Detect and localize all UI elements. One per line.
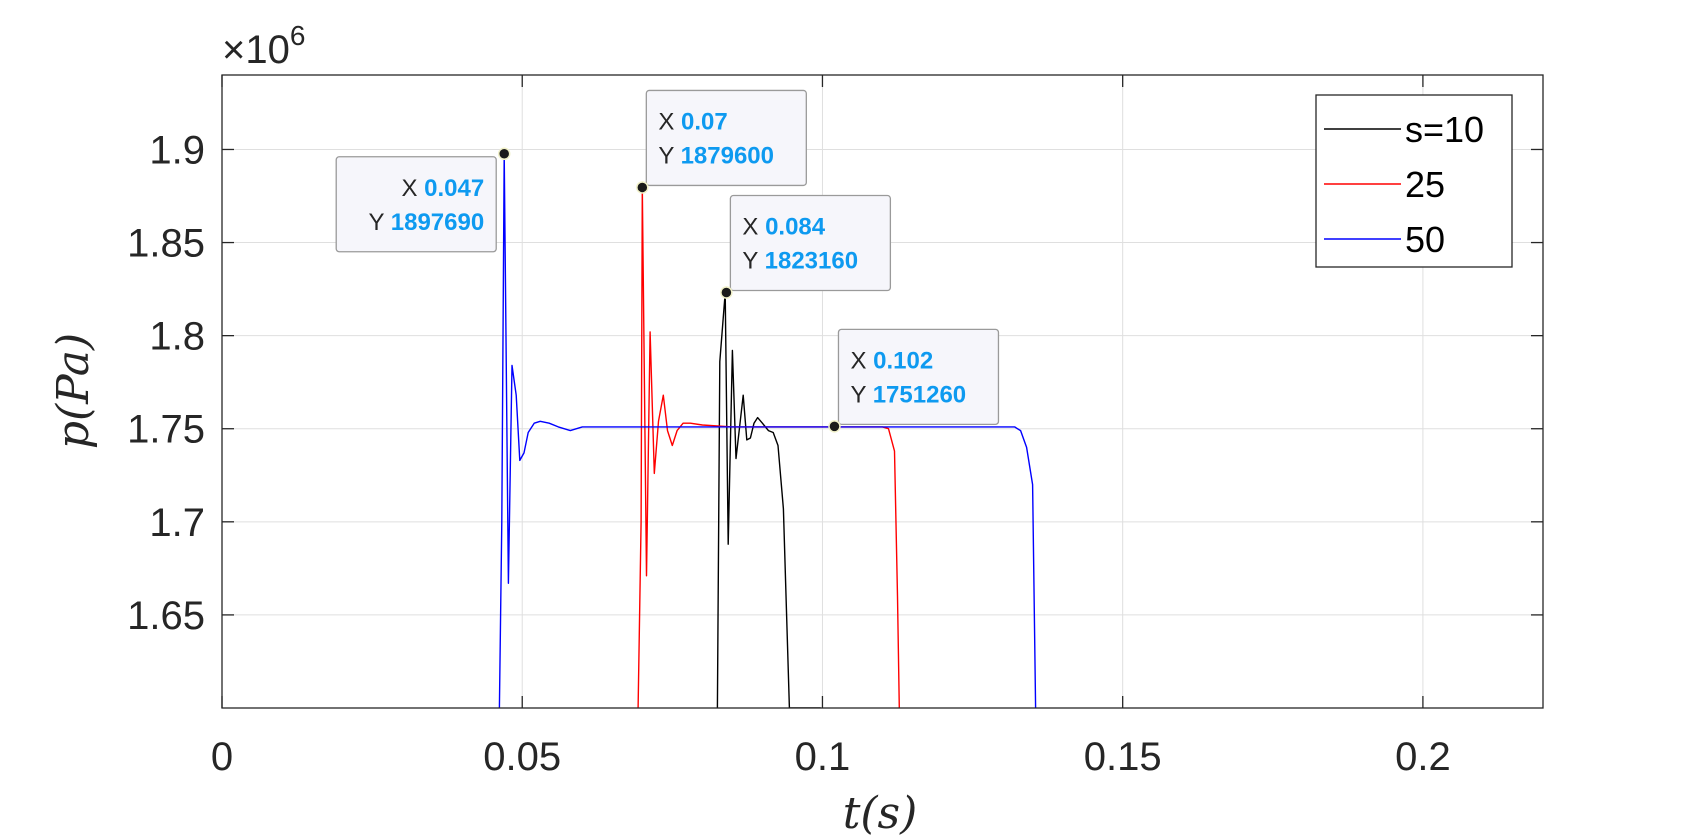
datatip-y-value: 1751260 (873, 381, 966, 408)
datatip-box (335, 156, 497, 253)
x-tick-label: 0.2 (1395, 735, 1451, 779)
plot-area-border (221, 74, 1544, 709)
datatip-box (729, 194, 892, 292)
y-exponent-power: 6 (290, 20, 306, 51)
legend-entry[interactable]: 50 (1324, 219, 1445, 260)
datatip-y-value: 1897690 (391, 209, 484, 236)
x-tick-labels: 0 0.05 0.1 0.15 0.2 (211, 735, 1451, 779)
datatip-x-value: 0.047 (424, 175, 484, 202)
legend-entry[interactable]: 25 (1324, 164, 1445, 205)
y-axis-label: p(Pa) (48, 333, 99, 449)
series-lines (498, 153, 1037, 708)
x-tick-label: 0.05 (483, 735, 561, 779)
datatip-marker[interactable] (828, 420, 841, 433)
x-axis-label: t(s) (843, 788, 918, 839)
legend-label: s=10 (1405, 109, 1484, 150)
legend[interactable]: s=10 25 50 (1315, 94, 1513, 268)
datatip-x-value: 0.102 (873, 347, 933, 374)
datatip-x: X 0.102 (850, 347, 933, 374)
legend-entry[interactable]: s=10 (1324, 109, 1484, 150)
datatip-y: Y 1751260 (850, 381, 966, 408)
datatip-x-key: X (658, 108, 681, 135)
datatip-x-value: 0.084 (765, 214, 826, 241)
datatip-box (645, 89, 807, 187)
datatip-y: Y 1823160 (742, 248, 858, 275)
y-tick-label: 1.8 (149, 315, 205, 359)
datatip-x-key: X (742, 214, 765, 241)
datatip-y-value: 1879600 (681, 142, 774, 169)
series-line-s10 (716, 292, 821, 708)
y-tick-label: 1.7 (149, 501, 205, 545)
datatip-y-key: Y (850, 381, 872, 408)
datatip-x-value: 0.07 (681, 108, 728, 135)
datatip-marker[interactable] (720, 286, 733, 299)
datatip[interactable]: X 0.07Y 1879600 (645, 89, 807, 187)
legend-label: 25 (1405, 164, 1445, 205)
x-tick-label: 0.1 (795, 735, 851, 779)
y-exponent-label: ×106 (222, 20, 305, 72)
datatip-x-key: X (401, 175, 424, 202)
datatip-box (837, 328, 1000, 426)
datatip-marker[interactable] (636, 181, 649, 194)
axis-ticks (221, 75, 1543, 708)
datatip-y-value: 1823160 (765, 248, 858, 275)
datatip-marker[interactable] (497, 147, 511, 161)
datatip-y: Y 1879600 (658, 142, 774, 169)
datatip-y-key: Y (742, 248, 764, 275)
y-tick-label: 1.9 (149, 128, 205, 172)
x-tick-label: 0 (211, 735, 233, 779)
datatip[interactable]: X 0.047 Y 1897690 (335, 156, 497, 253)
series-line-50 (498, 153, 1037, 708)
y-tick-label: 1.75 (127, 408, 205, 452)
legend-label: 50 (1405, 219, 1445, 260)
y-tick-labels: 1.65 1.7 1.75 1.8 1.85 1.9 (127, 128, 205, 637)
datatip-y-key: Y (369, 209, 391, 236)
y-tick-label: 1.65 (127, 594, 205, 638)
datatip-y-key: Y (658, 142, 680, 169)
datatip-x: X 0.084 (742, 214, 825, 241)
x-tick-label: 0.15 (1084, 735, 1162, 779)
y-tick-label: 1.85 (127, 222, 205, 266)
datatip-y: Y 1897690 (369, 209, 485, 236)
datatip-x: X 0.07 (658, 108, 727, 135)
datatip-x: X 0.047 (401, 175, 484, 202)
datatip-x-key: X (850, 347, 873, 374)
